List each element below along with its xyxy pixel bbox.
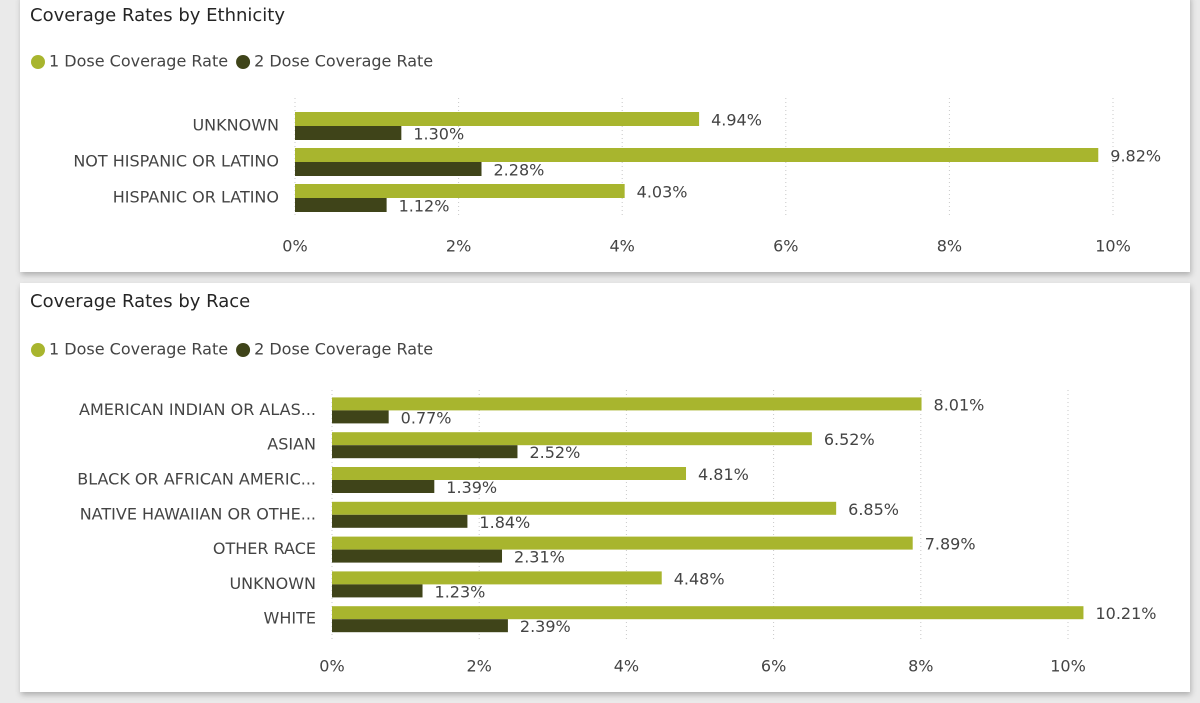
data-label: 1.84% xyxy=(479,513,530,532)
bar xyxy=(332,571,662,585)
bar xyxy=(332,606,1084,620)
bar xyxy=(295,162,482,176)
bar xyxy=(332,501,837,515)
data-label: 1.23% xyxy=(435,582,486,601)
data-label: 8.01% xyxy=(934,395,985,414)
chart-title: Coverage Rates by Race xyxy=(30,291,250,312)
bar xyxy=(332,467,687,480)
bar xyxy=(295,198,387,212)
x-tick-label: 10% xyxy=(1095,237,1131,256)
data-label: 4.81% xyxy=(698,465,749,484)
data-label: 2.52% xyxy=(529,443,580,462)
bar xyxy=(332,619,508,633)
data-label: 2.28% xyxy=(494,161,545,180)
x-tick-label: 4% xyxy=(610,237,635,256)
data-label: 7.89% xyxy=(925,535,976,554)
legend-label: 1 Dose Coverage Rate xyxy=(49,340,228,359)
x-tick-label: 0% xyxy=(282,237,307,256)
data-label: 1.12% xyxy=(399,197,450,216)
category-label: BLACK OR AFRICAN AMERIC... xyxy=(77,470,316,489)
bar xyxy=(332,514,468,528)
data-label: 9.82% xyxy=(1110,147,1161,166)
legend-marker xyxy=(31,55,45,69)
category-label: WHITE xyxy=(264,609,316,628)
category-label: UNKNOWN xyxy=(192,116,279,135)
legend-marker xyxy=(236,343,251,357)
legend-label: 2 Dose Coverage Rate xyxy=(254,52,433,71)
category-label: HISPANIC OR LATINO xyxy=(113,188,279,207)
x-tick-label: 6% xyxy=(773,237,798,256)
x-tick-label: 2% xyxy=(467,657,492,676)
x-tick-label: 8% xyxy=(908,657,933,676)
bar xyxy=(332,536,913,550)
data-label: 2.39% xyxy=(520,617,571,636)
data-label: 4.03% xyxy=(637,183,688,202)
legend-marker xyxy=(236,55,251,69)
x-tick-label: 2% xyxy=(446,237,471,256)
legend-label: 1 Dose Coverage Rate xyxy=(49,52,228,71)
x-tick-label: 8% xyxy=(937,237,962,256)
category-label: ASIAN xyxy=(267,435,316,454)
card xyxy=(20,0,1190,272)
data-label: 2.31% xyxy=(514,548,565,567)
data-label: 4.94% xyxy=(711,111,762,130)
bar xyxy=(332,480,435,493)
bar xyxy=(295,126,402,140)
bar xyxy=(332,584,423,598)
category-label: OTHER RACE xyxy=(213,539,316,558)
x-tick-label: 0% xyxy=(319,657,344,676)
x-tick-label: 10% xyxy=(1050,657,1086,676)
legend-label: 2 Dose Coverage Rate xyxy=(254,340,433,359)
data-label: 0.77% xyxy=(401,408,452,427)
data-label: 6.85% xyxy=(848,500,899,519)
x-tick-label: 4% xyxy=(614,657,639,676)
category-label: NOT HISPANIC OR LATINO xyxy=(73,152,279,171)
chart-title: Coverage Rates by Ethnicity xyxy=(30,5,285,26)
category-label: AMERICAN INDIAN OR ALAS... xyxy=(79,400,316,419)
bar xyxy=(332,445,518,459)
bar xyxy=(332,432,812,446)
legend-marker xyxy=(31,343,45,357)
bar xyxy=(295,112,700,126)
bar xyxy=(295,148,1099,162)
data-label: 10.21% xyxy=(1095,604,1156,623)
card xyxy=(20,283,1190,692)
bar xyxy=(332,549,503,563)
bar xyxy=(332,410,389,424)
data-label: 1.39% xyxy=(446,478,497,497)
category-label: NATIVE HAWAIIAN OR OTHE... xyxy=(80,504,316,523)
data-label: 6.52% xyxy=(824,430,875,449)
data-label: 1.30% xyxy=(413,125,464,144)
bar xyxy=(295,184,625,198)
x-tick-label: 6% xyxy=(761,657,786,676)
bar xyxy=(332,397,922,411)
data-label: 4.48% xyxy=(674,569,725,588)
category-label: UNKNOWN xyxy=(229,574,316,593)
